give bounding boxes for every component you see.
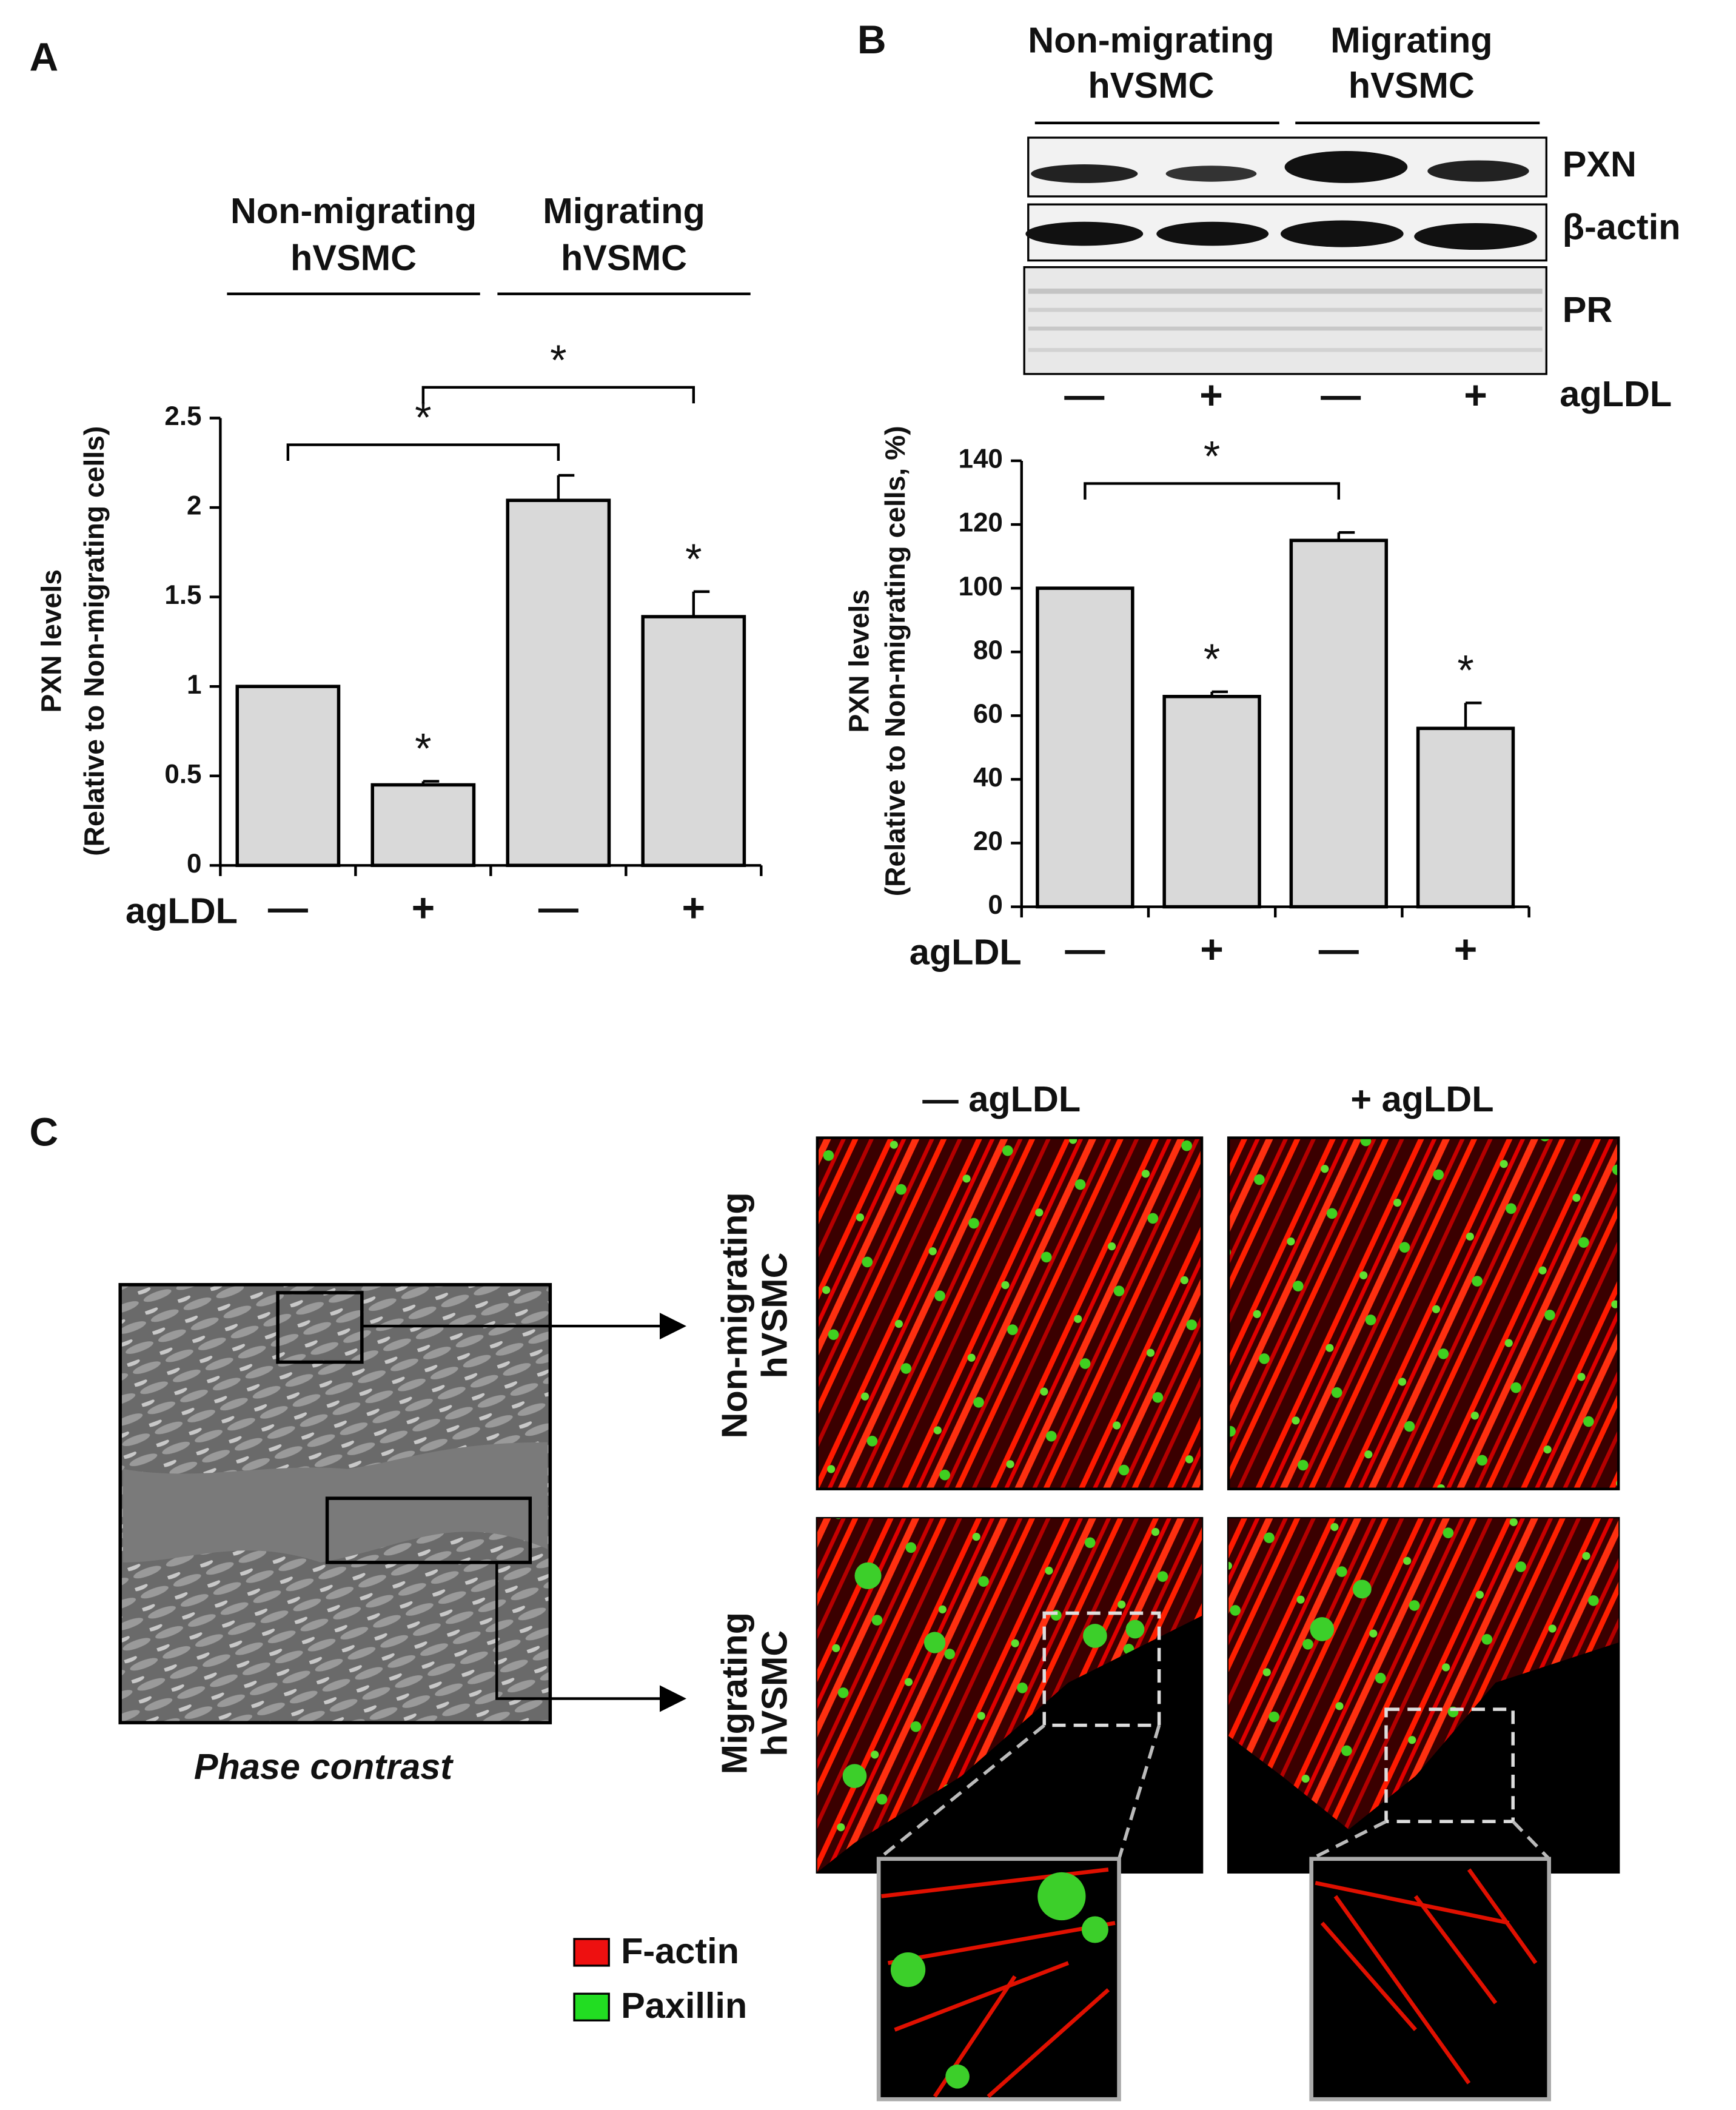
legend-swatch [573,1938,610,1967]
lane-label: + [1199,372,1223,417]
column-label: + agLDL [1350,1079,1493,1119]
significance-bracket [286,443,560,461]
legend-swatch [573,1992,610,2021]
significance: * [550,336,566,384]
significance: * [685,535,702,583]
blot-row-label: PR [1563,289,1613,330]
x-tick-label: + [1454,926,1478,971]
significance-bracket [1084,482,1341,500]
bar [235,685,341,868]
y-axis-label-line: PXN levels [843,589,875,732]
y-tick-label: 140 [958,444,1002,474]
y-tick-label: 2 [187,491,202,521]
panel-label: A [29,35,58,79]
y-axis-label-line: PXN levels [35,569,67,712]
blot-row-label: PXN [1563,144,1637,184]
x-tick-label: — [1319,926,1359,971]
y-axis-label-line: (Relative to Non-migrating cells, %) [879,426,911,896]
row-label-line: hVSMC [754,1630,794,1757]
phase-contrast-image [118,1283,552,1724]
y-axis-label: PXN levels (Relative to Non-migrating cel… [35,426,109,856]
panel-label: B [857,17,886,62]
significance: * [1204,635,1220,683]
y-axis-label-line: (Relative to Non-migrating cells) [78,426,110,856]
blot [1023,136,1547,375]
blot-group-label: hVSMC [1088,65,1214,106]
row-label-line: hVSMC [754,1252,794,1378]
x-axis-label: agLDL [126,890,238,931]
y-tick-label: 0 [988,890,1003,920]
lane-label: — [1064,372,1105,417]
blot-treatment: agLDL [1560,373,1672,414]
y-tick-label: 2.5 [164,401,201,431]
bar [1289,538,1389,909]
group-label: Migrating [543,190,705,231]
legend-label: F-actin [621,1931,739,1971]
bar [506,498,611,868]
significance: * [1204,432,1220,480]
blot-group-label: Migrating [1330,19,1493,60]
row-label: Non-migrating hVSMC [714,1192,794,1438]
y-tick-label: 60 [973,699,1003,729]
blot-group-label: hVSMC [1349,65,1475,106]
y-tick-label: 100 [958,572,1002,601]
y-tick-label: 0.5 [164,759,201,789]
y-tick-label: 80 [973,635,1003,665]
blot-group-label: Non-migrating [1028,19,1274,60]
bar [1416,726,1515,909]
bar [1162,695,1261,909]
y-tick-label: 120 [958,508,1002,538]
significance: * [1457,646,1473,694]
row-label: Migrating hVSMC [714,1612,794,1775]
bar [641,615,746,868]
lane-label: — [1321,372,1361,417]
group-label: Non-migrating [230,190,477,231]
row-label-line: Migrating [714,1612,754,1775]
significance: * [415,725,431,772]
y-tick-label: 0 [187,849,202,879]
blot-row-label: β-actin [1563,207,1681,247]
bar [370,783,476,868]
column-label: — agLDL [922,1079,1081,1119]
row-label-line: Non-migrating [714,1192,754,1438]
x-tick-label: — [1065,926,1105,971]
x-tick-label: + [412,885,435,930]
y-tick-label: 40 [973,763,1003,792]
x-tick-label: + [682,885,706,930]
micrographs [816,1136,1620,2102]
arrow [495,1562,686,1712]
y-tick-label: 1 [187,670,202,700]
y-axis-label: PXN levels (Relative to Non-migrating cel… [843,426,911,896]
x-tick-label: + [1200,926,1224,971]
bar [1036,586,1134,909]
y-tick-label: 20 [973,826,1003,856]
x-tick-label: — [268,885,309,930]
group-label: hVSMC [561,237,687,278]
legend-label: Paxillin [621,1985,747,2026]
panel-label: C [29,1110,58,1154]
x-tick-label: — [538,885,579,930]
y-tick-label: 1.5 [164,580,201,610]
x-axis-label: agLDL [910,932,1022,973]
group-label: hVSMC [290,237,417,278]
significance-bracket [421,386,695,404]
lane-label: + [1464,372,1487,417]
phase-label: Phase contrast [194,1746,454,1787]
